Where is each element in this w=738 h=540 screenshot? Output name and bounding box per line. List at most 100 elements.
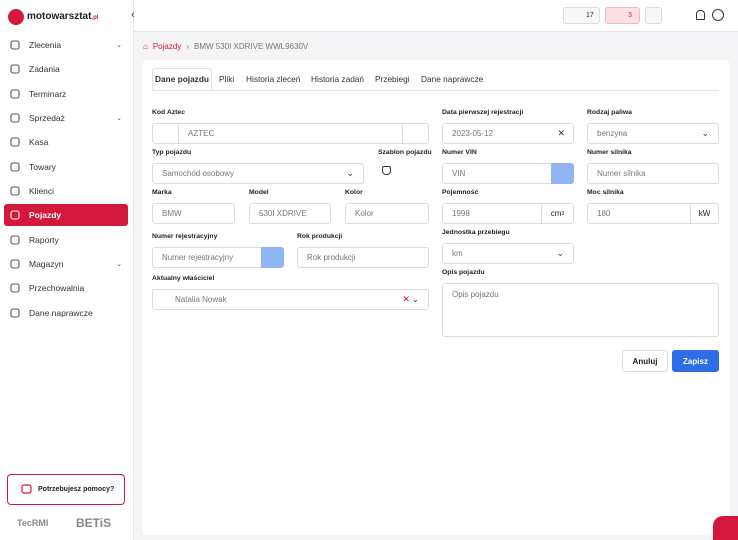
input-field[interactable]: VIN <box>442 163 574 184</box>
nav-item[interactable]: Magazyn ⌄ <box>4 253 128 275</box>
chat-button[interactable] <box>713 516 738 540</box>
save-button[interactable]: Zapisz <box>672 350 719 372</box>
field-value: 1998 <box>452 209 470 218</box>
nav-label: Pojazdy <box>29 210 62 220</box>
tab-line <box>152 90 719 91</box>
chevron: ⌄ <box>116 115 122 122</box>
field-value: km <box>452 249 463 258</box>
tab[interactable]: Historia zadań <box>311 74 365 84</box>
input-field[interactable]: Numer rejestracyjny <box>152 247 284 268</box>
tab[interactable]: Pliki <box>219 74 235 84</box>
nav-icon <box>10 308 20 318</box>
chevron[interactable]: ⌄ <box>346 168 354 178</box>
help-button[interactable]: Potrzebujesz pomocy? <box>7 474 125 505</box>
nav-item[interactable]: Sprzedaż ⌄ <box>4 107 128 129</box>
logo[interactable]: motowarsztat.pl <box>27 11 98 22</box>
placeholder: Rok produkcji <box>307 253 356 262</box>
field-value: 180 <box>597 209 611 218</box>
tab[interactable]: Przebiegi <box>375 74 410 84</box>
cancel-button[interactable]: Anuluj <box>622 350 668 372</box>
nav-label: Sprzedaż <box>29 113 65 123</box>
field-value: benzyna <box>597 129 628 138</box>
field-label: Kolor <box>345 189 363 196</box>
field-value: BMW <box>162 209 182 218</box>
icon-box[interactable] <box>153 124 179 143</box>
logo-suffix: .pl <box>91 15 99 21</box>
tab[interactable]: Dane naprawcze <box>421 74 484 84</box>
nav-icon <box>10 259 20 269</box>
input-field[interactable]: Opis pojazdu <box>442 283 719 337</box>
field-label: Aktualny właściciel <box>152 275 215 282</box>
search-button[interactable] <box>261 247 284 268</box>
nav-label: Dane naprawcze <box>29 308 93 318</box>
separator: › <box>186 42 189 51</box>
nav-item[interactable]: Towary <box>4 156 128 178</box>
notifications[interactable] <box>696 10 705 20</box>
input-field[interactable]: AZTEC <box>152 123 429 144</box>
badge[interactable]: 3 <box>605 7 640 24</box>
field-label: Moc silnika <box>587 189 624 196</box>
clear-button[interactable]: ✕ <box>402 294 410 304</box>
nav-item[interactable]: Pojazdy <box>4 204 128 226</box>
input-field[interactable]: Kolor <box>345 203 429 224</box>
field-value: 2023-05-12 <box>452 129 493 138</box>
placeholder: Numer rejestracyjny <box>162 253 234 262</box>
tab[interactable]: Dane pojazdu <box>152 68 212 90</box>
field-label: Model <box>249 189 269 196</box>
nav-icon <box>10 137 20 147</box>
nav-item[interactable]: Dane naprawcze <box>4 302 128 324</box>
logo-icon <box>8 9 24 25</box>
search-button[interactable] <box>551 163 574 184</box>
field-label: Numer VIN <box>442 149 477 156</box>
input-field[interactable]: 180 kW <box>587 203 719 224</box>
input-field[interactable]: 1998 cm 3 <box>442 203 574 224</box>
nav-label: Zadania <box>29 64 60 74</box>
home-icon[interactable]: ⌂ <box>143 42 148 51</box>
template-icon[interactable] <box>382 166 391 175</box>
placeholder: VIN <box>452 169 466 178</box>
breadcrumb-current: BMW 530I XDRIVE WWL9630V <box>193 42 309 51</box>
tab[interactable]: Historia zleceń <box>246 74 301 84</box>
help-text: Potrzebujesz pomocy? <box>38 486 115 493</box>
input-field[interactable]: BMW <box>152 203 235 224</box>
nav-item[interactable]: Kasa <box>4 131 128 153</box>
badge[interactable]: 17 <box>563 7 600 24</box>
field-label: Numer rejestracyjny <box>152 233 218 240</box>
chevron[interactable]: ⌄ <box>556 248 564 258</box>
chevron[interactable]: ⌄ <box>411 294 419 304</box>
nav-item[interactable]: Terminarz <box>4 83 128 105</box>
input-field[interactable]: Numer silnika <box>587 163 719 184</box>
input-field[interactable]: km ⌄ <box>442 243 574 264</box>
chevron[interactable]: ⌄ <box>701 128 709 138</box>
sidebar: motowarsztat.pl Zlecenia ⌄ Zadania Terminar… <box>0 0 134 540</box>
nav-item[interactable]: Raporty <box>4 229 128 251</box>
input-field[interactable]: Samochód osobowy ⌄ <box>152 163 364 184</box>
input-field[interactable]: Natalia Nowak ⌄ ✕ <box>152 289 429 310</box>
user-menu[interactable] <box>712 9 724 21</box>
input-field[interactable]: 2023-05-12 ✕ <box>442 123 574 144</box>
nav-item[interactable]: Zlecenia ⌄ <box>4 34 128 56</box>
collapse-button[interactable]: ‹ <box>131 9 135 21</box>
input-field[interactable]: benzyna ⌄ <box>587 123 719 144</box>
icon-box[interactable] <box>402 124 428 143</box>
clear-button[interactable]: ✕ <box>557 128 565 138</box>
nav-item[interactable]: Klienci <box>4 180 128 202</box>
nav-icon <box>10 162 20 172</box>
field-label: Marka <box>152 189 172 196</box>
field-label: Rok produkcji <box>297 233 343 240</box>
placeholder: Numer silnika <box>597 169 646 178</box>
nav-icon <box>10 64 20 74</box>
field-value: Samochód osobowy <box>162 169 235 178</box>
icon-button[interactable] <box>645 7 662 24</box>
nav-icon <box>10 186 20 196</box>
field-label: Opis pojazdu <box>442 269 485 276</box>
field-label: Numer silnika <box>587 149 632 156</box>
nav-item[interactable]: Zadania <box>4 58 128 80</box>
breadcrumb-link[interactable]: Pojazdy <box>152 42 182 51</box>
nav-item[interactable]: Przechowalnia <box>4 277 128 299</box>
field-label: Typ pojazdu <box>152 149 192 156</box>
input-field[interactable]: 530I XDRIVE <box>249 203 331 224</box>
field-label: Szablon pojazdu <box>378 149 432 156</box>
nav-icon <box>10 283 20 293</box>
input-field[interactable]: Rok produkcji <box>297 247 429 268</box>
